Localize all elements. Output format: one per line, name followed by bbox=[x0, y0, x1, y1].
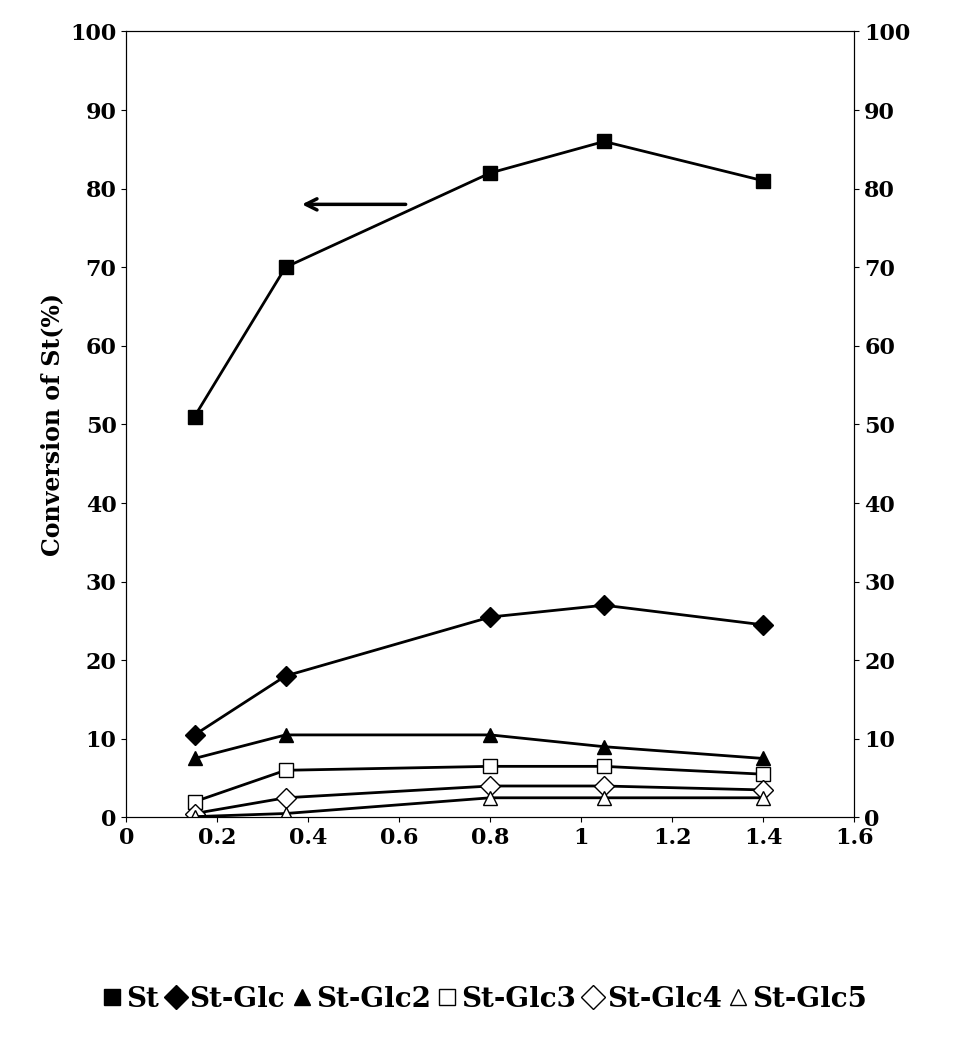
Legend: St, St-Glc, St-Glc2, St-Glc3, St-Glc4, St-Glc5: St, St-Glc, St-Glc2, St-Glc3, St-Glc4, S… bbox=[104, 986, 867, 1013]
Y-axis label: Conversion of St(%): Conversion of St(%) bbox=[41, 293, 65, 555]
